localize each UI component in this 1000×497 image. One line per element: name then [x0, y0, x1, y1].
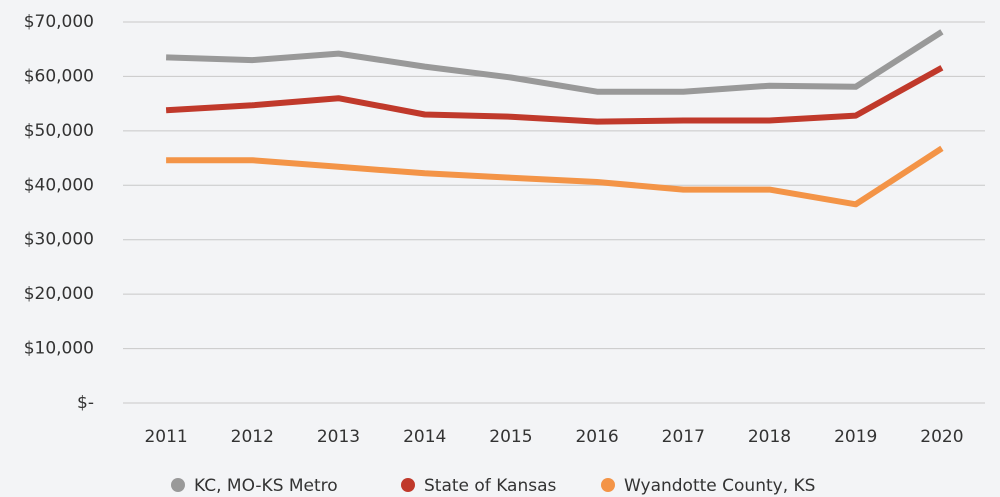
legend-marker — [601, 478, 615, 492]
series-line — [166, 29, 944, 95]
y-tick-label: $60,000 — [24, 66, 94, 86]
legend-marker — [401, 478, 415, 492]
x-tick-label: 2014 — [403, 427, 446, 447]
y-tick-label: $20,000 — [24, 284, 94, 304]
y-tick-label: $40,000 — [24, 175, 94, 195]
x-tick-label: 2018 — [748, 427, 791, 447]
y-tick-label: $- — [77, 393, 94, 413]
y-tick-label: $30,000 — [24, 230, 94, 250]
x-tick-label: 2012 — [231, 427, 274, 447]
x-tick-label: 2011 — [144, 427, 187, 447]
y-tick-label: $50,000 — [24, 121, 94, 141]
x-tick-label: 2020 — [920, 427, 963, 447]
legend-label: Wyandotte County, KS — [624, 476, 815, 496]
x-tick-label: 2017 — [662, 427, 705, 447]
legend-label: KC, MO-KS Metro — [194, 476, 338, 496]
series-line — [166, 145, 944, 208]
legend-label: State of Kansas — [424, 476, 557, 496]
x-tick-label: 2015 — [489, 427, 532, 447]
x-tick-label: 2013 — [317, 427, 360, 447]
series-line — [165, 65, 944, 125]
legend-marker — [171, 478, 185, 492]
y-tick-label: $70,000 — [24, 12, 94, 32]
x-tick-label: 2016 — [575, 427, 618, 447]
x-tick-label: 2019 — [834, 427, 877, 447]
y-tick-label: $10,000 — [24, 339, 94, 359]
